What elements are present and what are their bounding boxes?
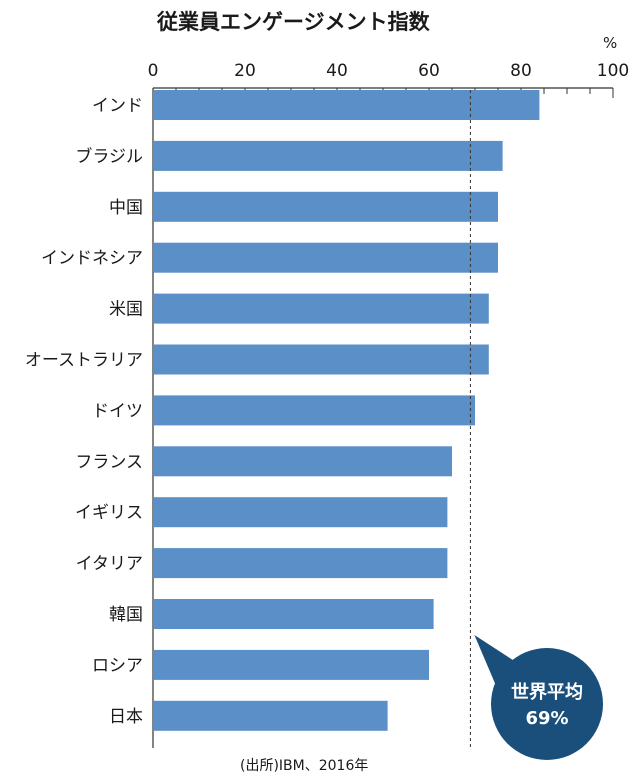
- bar: [154, 446, 452, 477]
- category-label: フランス: [75, 452, 143, 472]
- category-label: ドイツ: [92, 401, 143, 421]
- bar: [154, 700, 388, 731]
- world-average-bubble: [491, 648, 603, 760]
- category-label: インド: [92, 96, 143, 116]
- category-label: イギリス: [75, 503, 143, 523]
- category-label: 韓国: [109, 605, 143, 625]
- world-average-label: 世界平均: [511, 681, 583, 703]
- bar: [154, 599, 434, 629]
- category-label: イタリア: [76, 554, 143, 574]
- axis-unit: %: [603, 34, 618, 52]
- bar: [154, 548, 448, 579]
- x-tick-label: 40: [326, 61, 348, 81]
- chart-title: 従業員エンゲージメント指数: [157, 10, 430, 34]
- category-label: 米国: [109, 300, 143, 320]
- bar: [154, 649, 429, 680]
- bar: [154, 242, 498, 273]
- x-tick-label: 100: [597, 61, 629, 81]
- bar: [154, 395, 475, 426]
- bar: [154, 191, 498, 222]
- bar: [154, 90, 540, 120]
- category-label: ロシア: [92, 656, 143, 676]
- category-label: インドネシア: [41, 249, 143, 269]
- bar: [154, 497, 448, 528]
- bar: [154, 293, 489, 324]
- world-average-value: 69%: [525, 708, 568, 729]
- category-label: 中国: [109, 198, 143, 218]
- category-label: オーストラリア: [25, 351, 143, 371]
- x-tick-label: 80: [510, 61, 532, 81]
- x-tick-label: 20: [234, 61, 256, 81]
- category-label: 日本: [109, 707, 143, 727]
- bar: [154, 344, 489, 375]
- x-tick-label: 60: [418, 61, 440, 81]
- category-label: ブラジル: [75, 146, 143, 167]
- x-tick-label: 0: [148, 61, 159, 81]
- bar: [154, 140, 503, 171]
- source-note: (出所)IBM、2016年: [240, 758, 369, 774]
